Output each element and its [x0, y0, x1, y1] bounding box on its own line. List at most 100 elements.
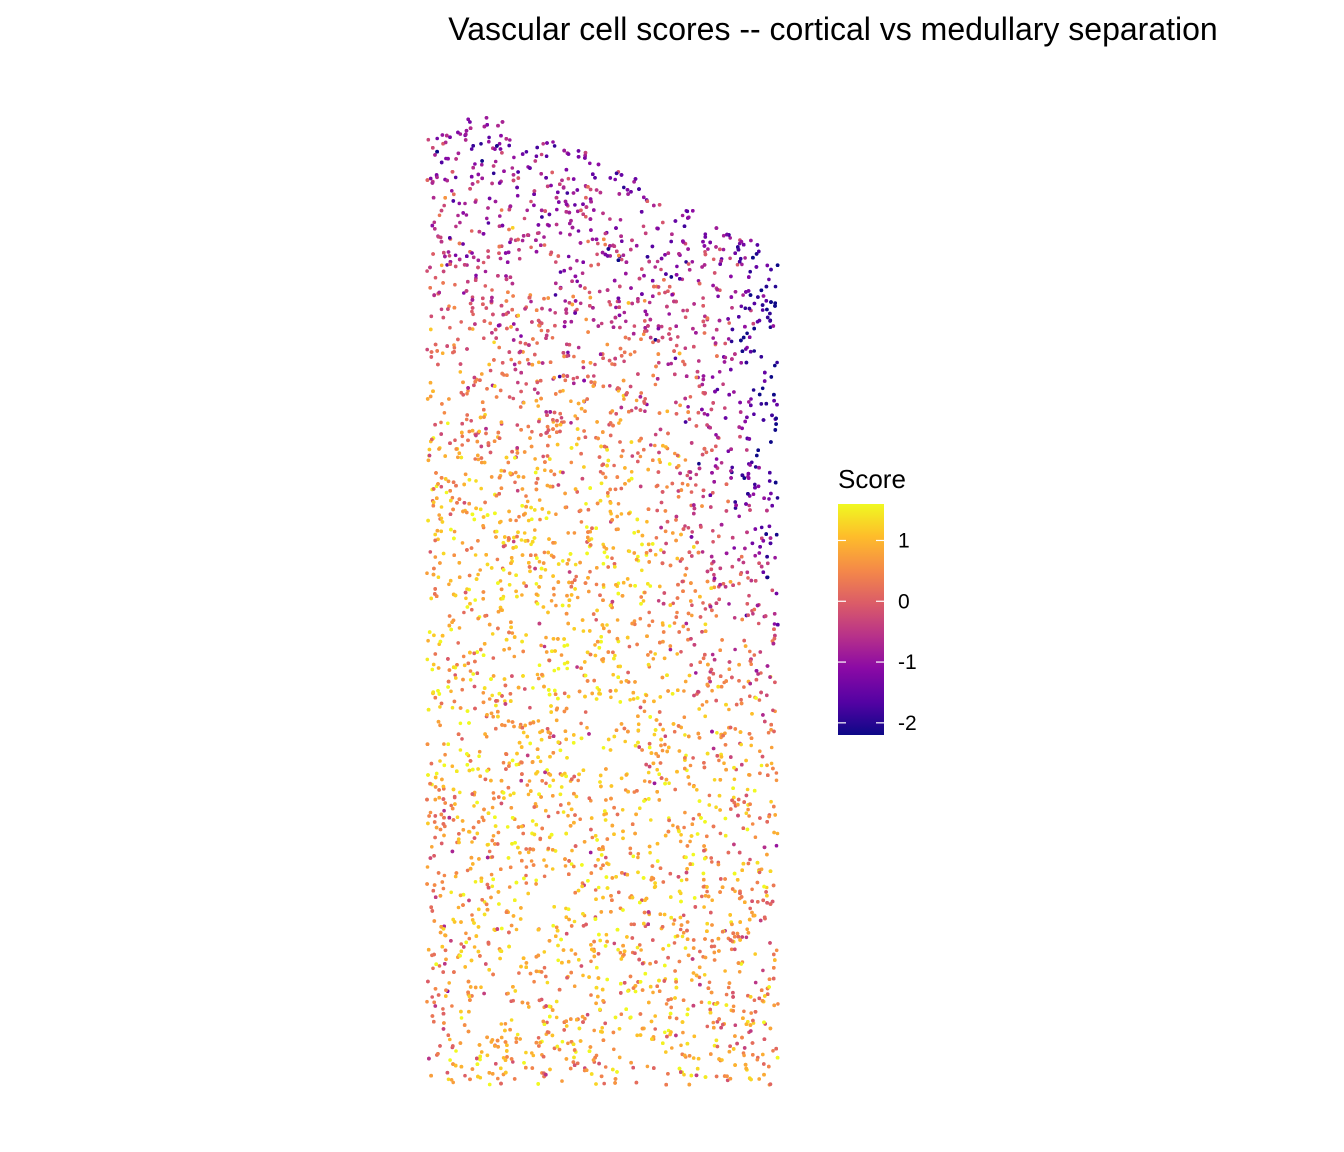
scatter-point: [632, 531, 636, 535]
scatter-point: [659, 324, 664, 329]
scatter-point: [627, 478, 631, 483]
scatter-point: [738, 256, 743, 261]
scatter-point: [720, 929, 725, 934]
scatter-point: [642, 299, 647, 303]
scatter-point: [465, 587, 469, 591]
scatter-point: [627, 549, 632, 554]
scatter-point: [657, 291, 661, 296]
scatter-point: [772, 830, 776, 835]
scatter-point: [666, 362, 670, 367]
scatter-point: [701, 239, 705, 244]
scatter-point: [493, 159, 498, 164]
scatter-point: [588, 569, 592, 574]
scatter-point: [501, 760, 506, 765]
scatter-point: [506, 460, 511, 465]
scatter-point: [485, 882, 490, 887]
scatter-point: [541, 142, 545, 146]
scatter-point: [616, 389, 621, 393]
scatter-point: [526, 792, 531, 797]
scatter-point: [758, 749, 762, 753]
scatter-point: [679, 833, 683, 837]
scatter-point: [479, 1050, 484, 1054]
scatter-point: [512, 155, 516, 160]
scatter-point: [575, 427, 580, 431]
scatter-point: [561, 810, 566, 814]
scatter-point: [452, 345, 457, 350]
scatter-point: [712, 778, 717, 782]
scatter-point: [438, 723, 442, 728]
scatter-point: [688, 476, 693, 481]
scatter-point: [589, 959, 593, 964]
scatter-point: [459, 920, 463, 924]
scatter-point: [726, 337, 731, 341]
scatter-point: [519, 334, 523, 338]
scatter-point: [479, 142, 483, 146]
scatter-point: [660, 748, 665, 753]
scatter-point: [739, 304, 744, 309]
scatter-point: [458, 220, 462, 225]
scatter-point: [539, 152, 544, 157]
scatter-point: [593, 643, 597, 647]
scatter-point: [680, 481, 685, 486]
scatter-point: [716, 435, 720, 440]
scatter-point: [489, 872, 494, 877]
scatter-point: [436, 666, 441, 670]
scatter-point: [735, 931, 740, 936]
scatter-point: [608, 302, 613, 307]
scatter-point: [529, 859, 534, 863]
scatter-point: [470, 607, 474, 612]
scatter-point: [487, 697, 492, 701]
scatter-point: [748, 649, 752, 654]
scatter-point: [586, 239, 590, 244]
scatter-point: [568, 232, 572, 237]
scatter-point: [709, 667, 714, 672]
scatter-point: [561, 388, 565, 393]
scatter-point: [696, 279, 701, 283]
scatter-point: [490, 632, 495, 636]
scatter-point: [609, 695, 613, 700]
scatter-point: [537, 323, 541, 328]
scatter-point: [514, 1036, 519, 1041]
scatter-point: [444, 490, 449, 495]
scatter-point: [433, 227, 437, 231]
scatter-point: [774, 843, 779, 848]
scatter-point: [753, 952, 757, 956]
scatter-point: [520, 639, 524, 644]
scatter-point: [590, 835, 595, 840]
scatter-point: [655, 841, 660, 846]
scatter-point: [640, 267, 644, 271]
scatter-point: [642, 709, 647, 714]
scatter-point: [688, 763, 693, 768]
scatter-point: [456, 213, 460, 218]
scatter-point: [569, 970, 573, 975]
scatter-point: [461, 654, 466, 659]
scatter-point: [683, 524, 687, 528]
scatter-point: [639, 602, 643, 606]
scatter-point: [647, 741, 652, 746]
scatter-point: [744, 758, 748, 763]
scatter-point: [458, 790, 462, 795]
scatter-point: [543, 468, 547, 473]
scatter-point: [700, 550, 705, 554]
scatter-point: [733, 727, 738, 731]
scatter-point: [546, 296, 550, 300]
scatter-point: [701, 296, 705, 300]
scatter-point: [535, 672, 540, 677]
scatter-point: [449, 527, 453, 532]
scatter-point: [774, 778, 779, 783]
scatter-point: [752, 998, 757, 1002]
scatter-point: [578, 301, 583, 306]
scatter-point: [526, 518, 531, 523]
scatter-point: [710, 375, 715, 379]
scatter-point: [579, 451, 583, 456]
scatter-point: [683, 346, 688, 351]
scatter-point: [482, 991, 486, 996]
scatter-point: [629, 408, 634, 413]
scatter-point: [446, 421, 450, 426]
scatter-point: [668, 871, 673, 876]
scatter-point: [554, 512, 558, 516]
scatter-point: [437, 513, 442, 517]
scatter-point: [522, 531, 527, 535]
scatter-point: [526, 850, 531, 855]
scatter-point: [770, 503, 774, 508]
